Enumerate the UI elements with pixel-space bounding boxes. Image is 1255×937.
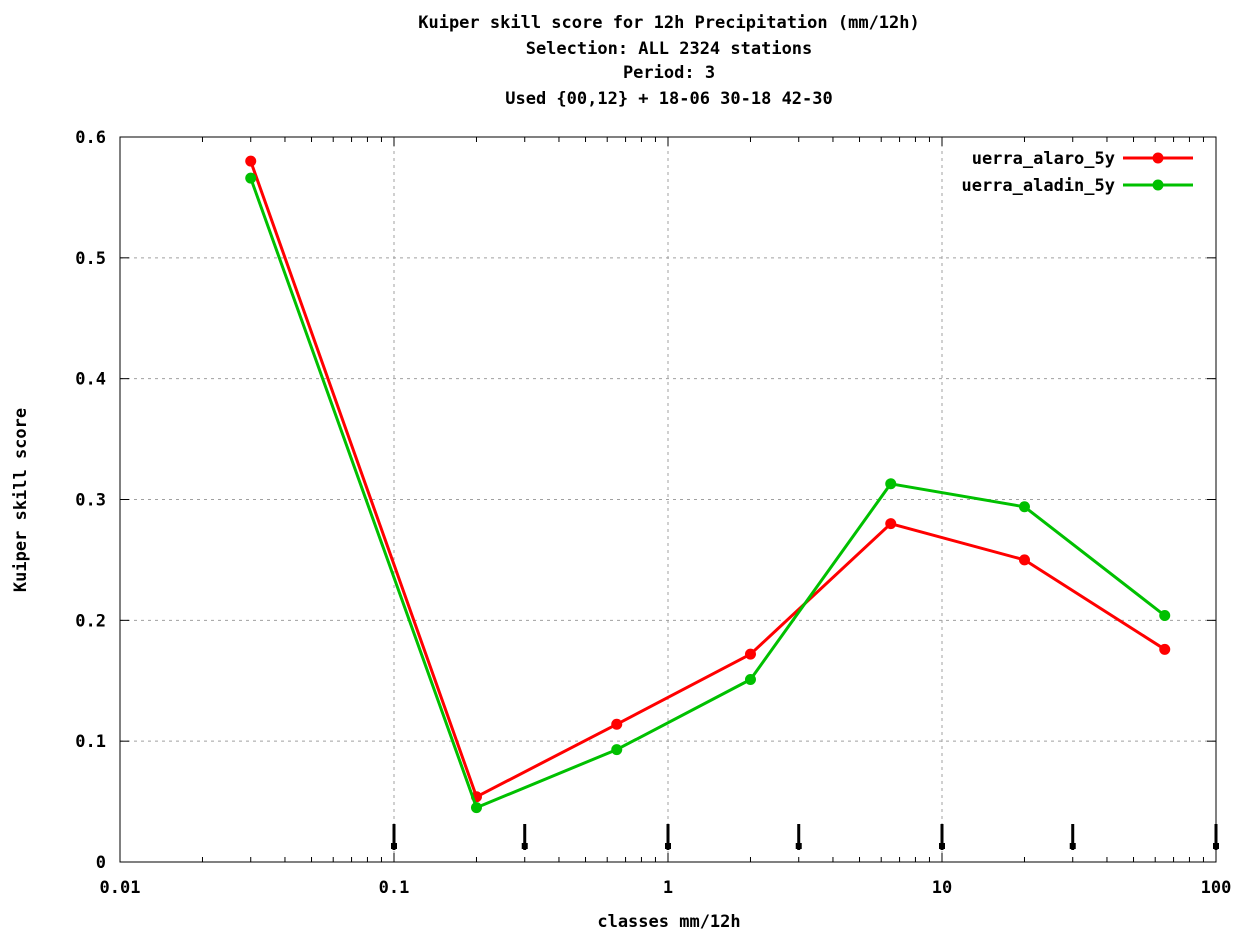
x-axis-label: classes mm/12h [597, 912, 740, 932]
data-point-uerra_aladin_5y [1018, 501, 1030, 513]
data-point-uerra_alaro_5y [245, 155, 257, 167]
y-tick-label: 0.1 [75, 732, 106, 752]
data-point-uerra_alaro_5y [611, 718, 623, 730]
y-tick-label: 0.3 [75, 491, 106, 511]
class-limit-marker-dot [939, 843, 945, 849]
x-tick-label: 0.1 [379, 878, 410, 898]
grid [120, 137, 1216, 862]
class-limit-marker-dot [391, 843, 397, 849]
chart-title: Kuiper skill score for 12h Precipitation… [418, 13, 920, 109]
x-tick-label: 1 [663, 878, 673, 898]
title-line-2: Selection: ALL 2324 stations [526, 39, 813, 59]
data-point-uerra_alaro_5y [1018, 554, 1030, 566]
x-axis-ticks: 0.01 0.1 1 10 100 [100, 137, 1232, 898]
title-line-4: Used {00,12} + 18-06 30-18 42-30 [505, 89, 833, 109]
class-limit-marker-dot [795, 843, 802, 849]
y-tick-label: 0.6 [75, 128, 106, 148]
data-point-uerra_alaro_5y [885, 518, 897, 530]
y-axis-label: Kuiper skill score [11, 408, 31, 592]
data-point-uerra_aladin_5y [885, 478, 897, 490]
y-tick-label: 0 [96, 853, 106, 873]
y-tick-label: 0.2 [75, 611, 106, 631]
legend-marker-uerra_alaro_5y [1152, 152, 1164, 164]
class-limit-marker-dot [521, 843, 528, 849]
legend: uerra_alaro_5y uerra_aladin_5y [961, 149, 1193, 196]
y-tick-label: 0.5 [75, 249, 106, 269]
x-tick-label: 100 [1201, 878, 1232, 898]
data-point-uerra_aladin_5y [1159, 610, 1171, 621]
legend-marker-uerra_aladin_5y [1152, 179, 1164, 191]
series-line-uerra_aladin_5y [249, 177, 1166, 810]
x-tick-label: 10 [932, 878, 952, 898]
title-line-3: Period: 3 [623, 63, 715, 83]
data-point-uerra_alaro_5y [1159, 643, 1171, 655]
data-point-uerra_aladin_5y [744, 674, 756, 686]
class-limit-marker-dot [1213, 843, 1219, 849]
y-axis-ticks: 0 0.1 0.2 0.3 0.4 0.5 0.6 [75, 128, 1216, 873]
data-point-uerra_alaro_5y [744, 648, 756, 660]
class-limit-markers [391, 824, 1219, 850]
data-point-uerra_aladin_5y [245, 172, 257, 184]
y-tick-label: 0.4 [75, 370, 106, 390]
data-point-uerra_aladin_5y [611, 744, 623, 756]
class-limit-marker-dot [665, 843, 671, 849]
data-point-uerra_aladin_5y [470, 802, 482, 814]
x-tick-label: 0.01 [100, 878, 141, 898]
legend-label-uerra_aladin_5y: uerra_aladin_5y [961, 176, 1115, 196]
title-line-1: Kuiper skill score for 12h Precipitation… [418, 13, 920, 33]
series-group [245, 155, 1171, 814]
legend-label-uerra_alaro_5y: uerra_alaro_5y [972, 149, 1115, 169]
class-limit-marker-dot [1069, 843, 1076, 849]
